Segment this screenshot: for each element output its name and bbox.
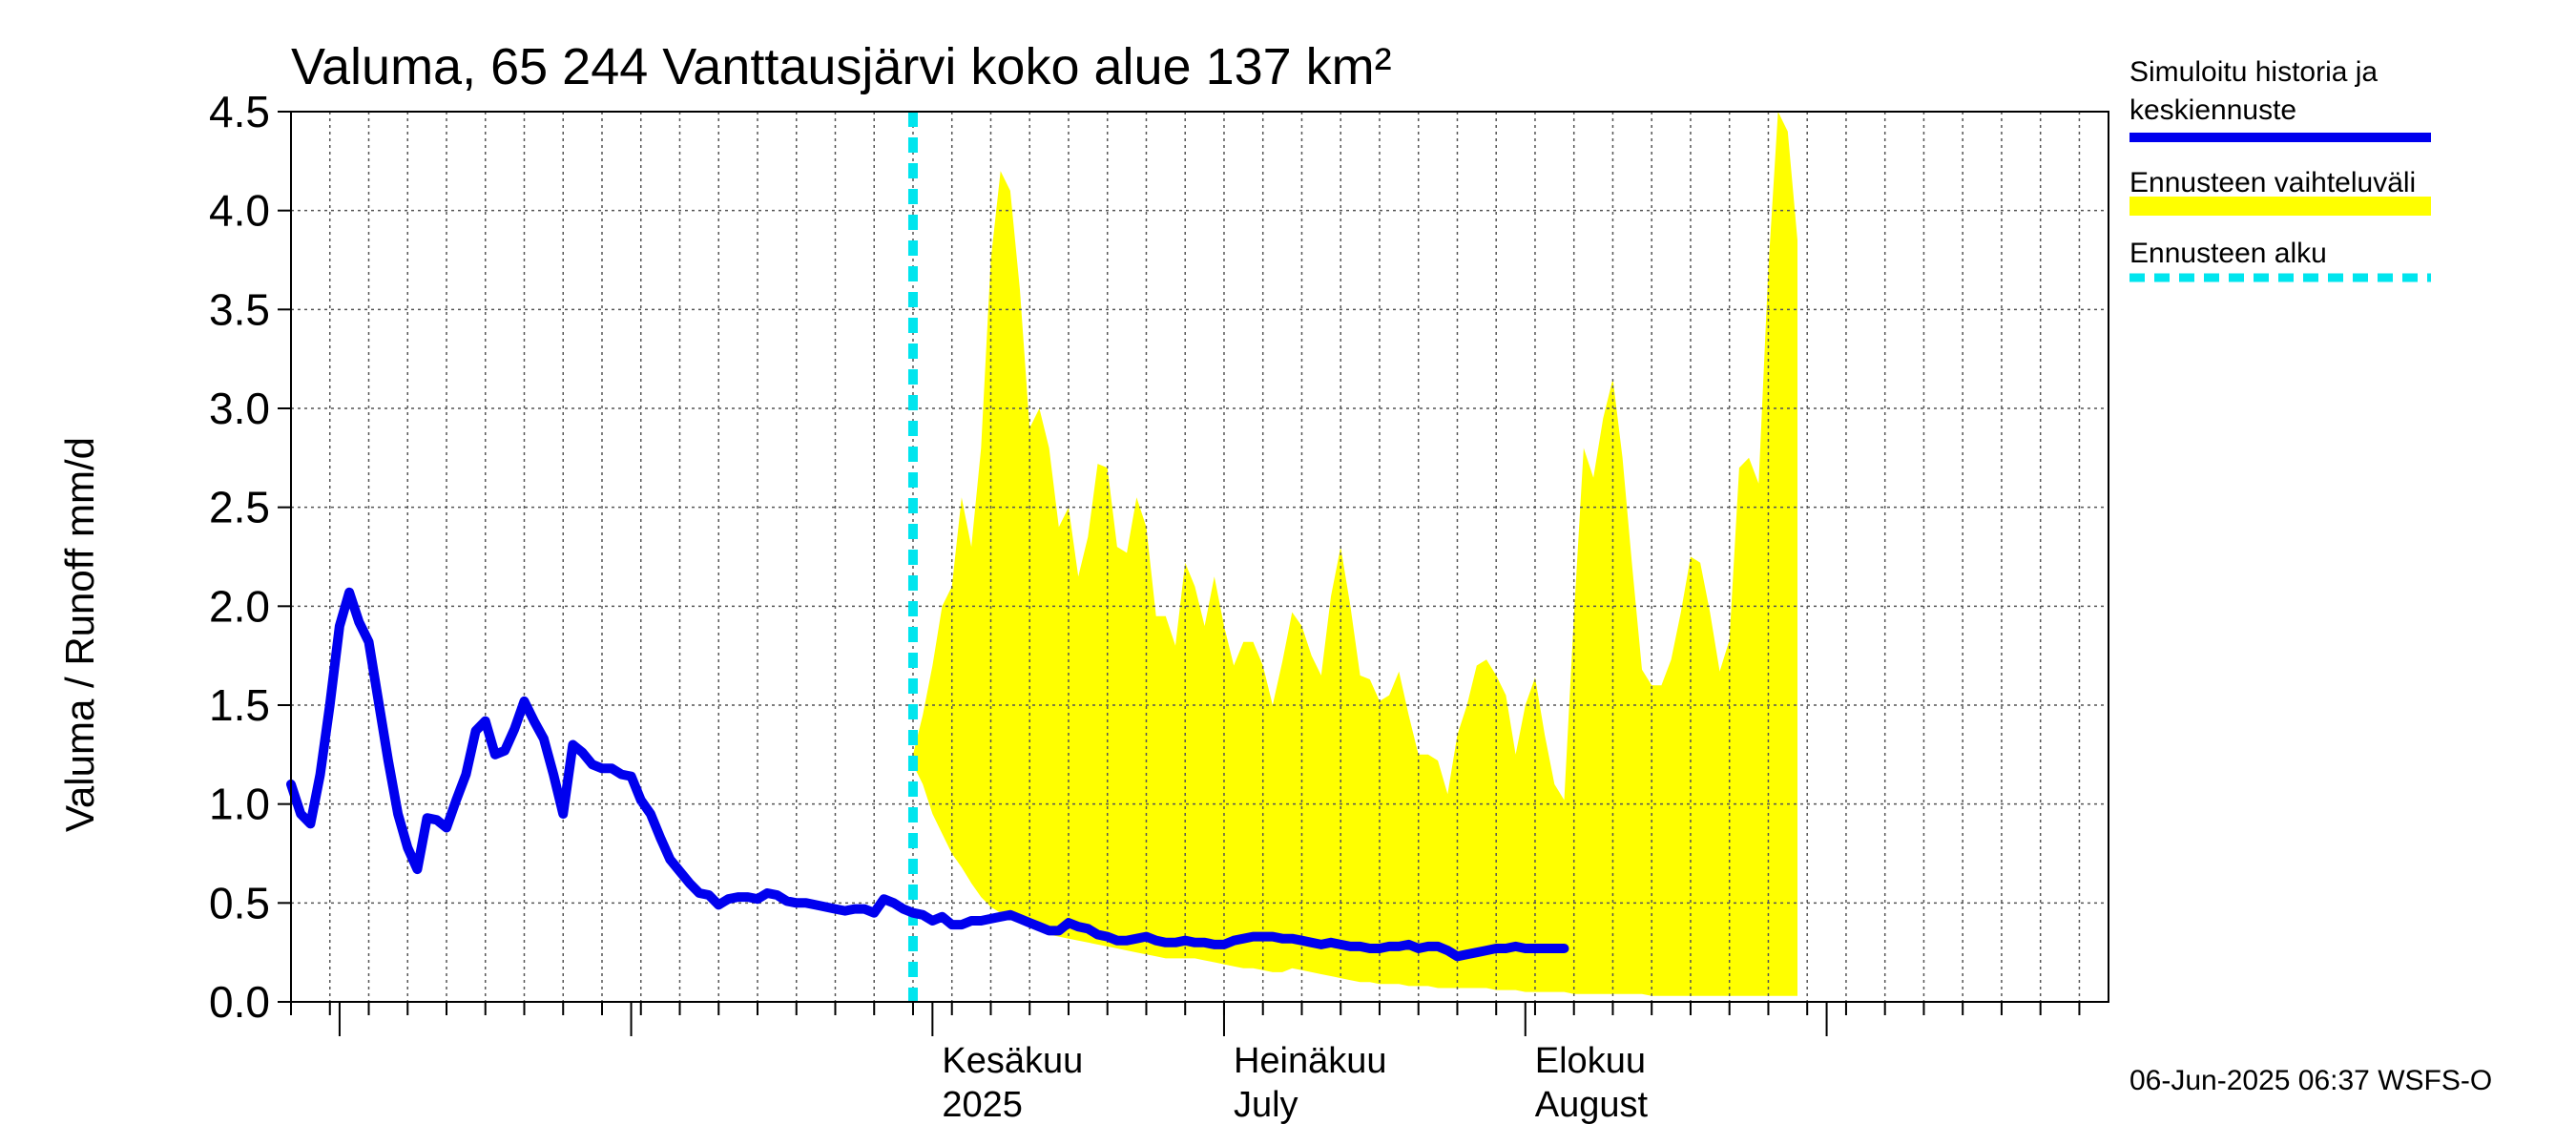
x-month-sublabel: 2025: [942, 1085, 1023, 1125]
y-tick-label: 1.0: [209, 780, 270, 829]
x-month-sublabel: August: [1535, 1085, 1649, 1125]
y-tick-label: 1.5: [209, 680, 270, 730]
y-tick-label: 4.5: [209, 87, 270, 136]
legend-forecast-start-label: Ennusteen alku: [2129, 238, 2327, 269]
footer-timestamp: 06-Jun-2025 06:37 WSFS-O: [2129, 1065, 2492, 1096]
legend-history-label-line2: keskiennuste: [2129, 94, 2296, 126]
y-tick-label: 3.0: [209, 384, 270, 433]
grid-lines: [291, 112, 2109, 1002]
legend-history-label-line1: Simuloitu historia ja: [2129, 56, 2378, 88]
forecast-range-band: [913, 112, 1797, 996]
y-tick-label: 0.0: [209, 977, 270, 1027]
x-month-label: Heinäkuu: [1234, 1041, 1387, 1081]
y-axis: 0.0 0.5 1.0 1.5 2.0 2.5 3.0 3.5 4.0 4.5: [209, 87, 291, 1027]
legend: Simuloitu historia ja keskiennuste Ennus…: [2129, 56, 2431, 282]
x-month-label: Kesäkuu: [942, 1041, 1083, 1081]
series-line-history: [286, 587, 1569, 962]
y-tick-label: 0.5: [209, 878, 270, 927]
y-tick-label: 2.5: [209, 483, 270, 532]
y-tick-label: 2.0: [209, 581, 270, 631]
x-month-label: Elokuu: [1535, 1041, 1646, 1081]
plot-area: [286, 111, 2109, 1003]
legend-band-label: Ennusteen vaihteluväli: [2129, 167, 2416, 198]
y-tick-label: 3.5: [209, 284, 270, 334]
y-axis-label: Valuma / Runoff mm/d: [57, 437, 102, 832]
plot-frame: [290, 111, 2109, 1003]
x-month-sublabel: July: [1234, 1085, 1298, 1125]
chart-title: Valuma, 65 244 Vanttausjärvi koko alue 1…: [291, 38, 1392, 95]
y-tick-label: 4.0: [209, 186, 270, 236]
